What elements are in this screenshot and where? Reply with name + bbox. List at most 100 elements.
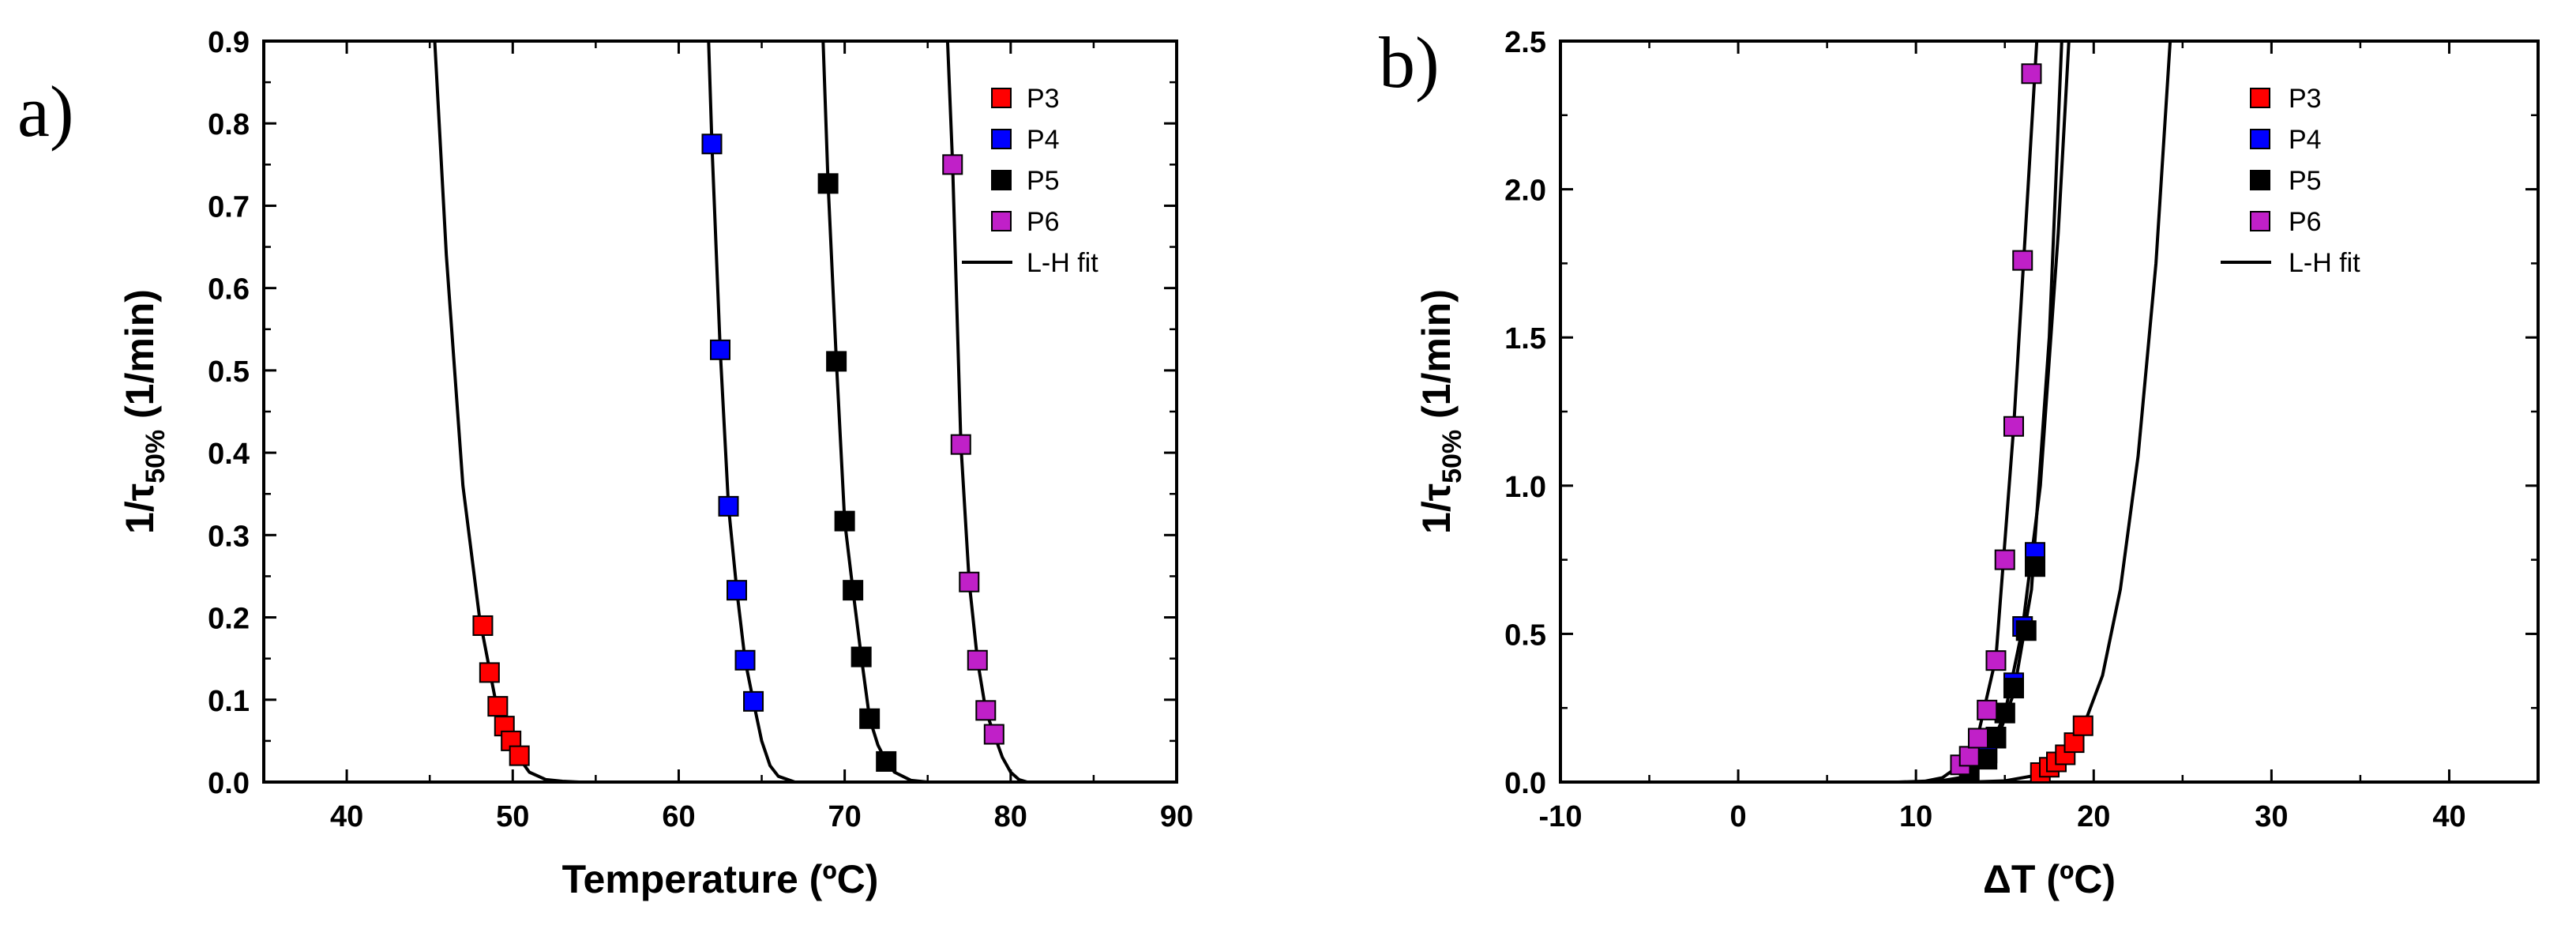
x-tick-label: 80 (994, 800, 1027, 833)
legend-marker-p5 (991, 170, 1012, 190)
x-tick-label: 40 (2432, 800, 2465, 833)
data-point-p5 (851, 646, 872, 668)
x-axis-title: Temperature (ºC) (562, 857, 879, 901)
data-point-p5 (876, 750, 897, 772)
y-axis-title: 1/τ50% (1/min) (1414, 289, 1467, 534)
x-tick-label: 60 (662, 800, 695, 833)
x-axis-title: ΔT (ºC) (1983, 857, 2116, 901)
data-point-p5 (2003, 678, 2024, 699)
y-axis-title: 1/τ50% (1/min) (118, 289, 171, 534)
x-tick-label: 30 (2255, 800, 2288, 833)
y-axis-title-subscript: 50% (1437, 430, 1467, 483)
x-tick-label: 90 (1160, 800, 1193, 833)
data-point-p6 (1994, 549, 2015, 570)
y-tick-label: 0.5 (1504, 619, 1546, 652)
data-point-p6 (950, 434, 971, 455)
data-point-p4 (710, 339, 730, 360)
data-point-p6 (2003, 416, 2024, 437)
fit-curve (707, 41, 812, 782)
plot-frame (1559, 39, 2540, 784)
data-point-p6 (1977, 699, 1998, 720)
data-point-p5 (859, 708, 881, 729)
data-point-p5 (2015, 620, 2037, 641)
data-point-p5 (2024, 556, 2045, 577)
x-tick-label: 70 (828, 800, 861, 833)
y-axis-title-prefix: 1/τ (1414, 483, 1459, 534)
legend-marker-p4 (2250, 129, 2270, 149)
y-tick-label: 0.0 (208, 767, 250, 800)
data-point-p6 (1985, 650, 2007, 671)
legend-label: P4 (1027, 125, 1060, 155)
legend-marker-p4 (991, 129, 1012, 149)
data-point-p5 (1977, 749, 1998, 770)
y-tick-label: 2.5 (1504, 26, 1546, 59)
legend-label: L-H fit (1027, 248, 1098, 278)
data-point-p5 (834, 510, 855, 532)
fit-curve (433, 41, 613, 782)
y-tick-label: 0.6 (208, 273, 250, 307)
plot-area (433, 41, 1061, 782)
data-point-p4 (734, 649, 756, 671)
y-axis-title-suffix: (1/min) (1414, 289, 1459, 430)
fit-curve (1969, 41, 2172, 782)
y-tick-label: 0.9 (208, 26, 250, 59)
data-point-p3 (2072, 715, 2093, 736)
x-tick-label: 50 (496, 800, 529, 833)
y-tick-label: 0.5 (208, 355, 250, 389)
legend-label: P6 (2289, 207, 2322, 237)
legend-label: P5 (1027, 166, 1060, 196)
y-tick-label: 1.0 (1504, 471, 1546, 504)
legend: P3 P4 P5 P6 L-H fit (2221, 84, 2360, 278)
plot-area (1898, 41, 2172, 782)
y-tick-label: 0.2 (208, 603, 250, 636)
legend-label: P3 (2289, 84, 2322, 114)
data-point-p5 (826, 351, 847, 372)
data-point-p4 (701, 134, 723, 155)
y-tick-label: 0.8 (208, 108, 250, 141)
y-tick-label: 0.4 (208, 438, 250, 471)
legend-label: P5 (2289, 166, 2322, 196)
data-point-p4 (718, 495, 739, 517)
y-tick-label: 2.0 (1504, 175, 1546, 208)
data-point-p4 (727, 580, 748, 601)
legend-label: P6 (1027, 207, 1060, 237)
data-point-p5 (843, 580, 864, 601)
y-tick-label: 1.5 (1504, 322, 1546, 355)
data-point-p5 (1985, 726, 2007, 747)
data-point-p5 (1994, 702, 2015, 724)
legend-marker-p3 (2250, 88, 2270, 108)
legend-marker-p6 (991, 211, 1012, 231)
data-point-p6 (1958, 746, 1980, 767)
legend-label: P4 (2289, 125, 2322, 155)
data-point-p6 (942, 154, 963, 175)
y-axis-title-subscript: 50% (141, 430, 171, 483)
y-tick-label: 0.1 (208, 685, 250, 718)
data-point-p3 (472, 615, 494, 636)
panel-label: b) (1379, 22, 1440, 103)
panel-a: a) 40 50 60 70 80 90 0.0 0.1 0.2 0.3 0.4 0.5 0.6 0.7 0.… (17, 26, 1193, 901)
legend: P3 P4 P5 P6 L-H fit (962, 84, 1098, 278)
y-tick-label: 0.3 (208, 520, 250, 553)
data-point-p6 (2012, 250, 2033, 271)
panel-label: a) (17, 71, 73, 152)
fit-curve (821, 41, 944, 782)
legend-marker-p5 (2250, 170, 2270, 190)
data-point-p6 (2021, 63, 2042, 85)
data-point-p5 (817, 173, 839, 194)
x-tick-label: 40 (330, 800, 363, 833)
x-tick-label: -10 (1539, 800, 1583, 833)
data-point-p6 (983, 724, 1004, 745)
data-point-p6 (975, 700, 997, 721)
legend-marker-p3 (991, 88, 1012, 108)
fit-curve (945, 41, 1061, 782)
legend-label: L-H fit (2289, 248, 2360, 278)
data-point-p3 (509, 745, 530, 766)
data-point-p3 (479, 662, 500, 683)
data-point-p6 (959, 571, 980, 592)
fit-curve (1916, 41, 2063, 782)
data-point-p4 (743, 690, 764, 712)
legend-marker-p6 (2250, 211, 2270, 231)
data-point-p3 (487, 696, 509, 717)
